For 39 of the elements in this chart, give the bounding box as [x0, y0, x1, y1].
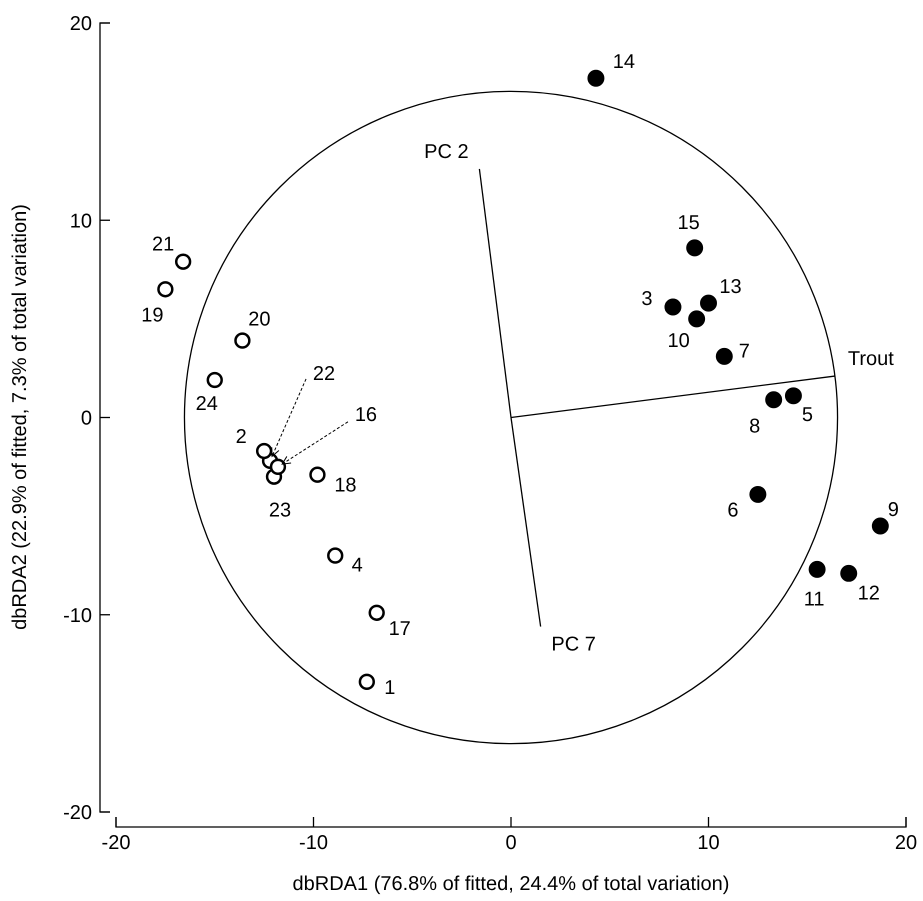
annotation: 13: [719, 276, 742, 298]
annotation: 17: [388, 618, 411, 640]
annotation: 8: [749, 416, 760, 438]
annotation: 22: [312, 362, 336, 385]
annotation: PC 7: [551, 634, 596, 656]
annotation: 5: [802, 404, 813, 426]
x-axis-title: dbRDA1 (76.8% of fitted, 24.4% of total variation): [292, 873, 730, 895]
x-tick-label: 20: [894, 832, 918, 854]
x-tick-label: 10: [697, 832, 720, 854]
annotation: PC 2: [424, 140, 469, 163]
annotation: 18: [334, 474, 357, 497]
annotation: 16: [354, 404, 378, 426]
annotation: 3: [641, 288, 653, 310]
x-tick-label: -20: [102, 832, 130, 854]
annotation: 1: [384, 676, 396, 699]
annotation: 23: [268, 500, 292, 522]
annotation: 20: [248, 308, 271, 331]
annotation: 10: [668, 330, 690, 352]
y-tick-label: -10: [63, 604, 92, 627]
annotation: 21: [152, 234, 174, 256]
annotation: 9: [888, 498, 899, 521]
annotation: 2: [236, 426, 247, 448]
y-tick-label: 10: [70, 210, 92, 232]
y-tick-label: -20: [63, 802, 92, 824]
y-tick-label: 0: [80, 408, 92, 430]
y-tick-label: 20: [70, 13, 92, 35]
annotation: 19: [141, 304, 164, 326]
annotation: 15: [678, 212, 700, 234]
annotation: 6: [727, 499, 738, 522]
annotation: 14: [612, 51, 636, 74]
annotation: Trout: [848, 348, 894, 370]
annotation: 7: [738, 340, 750, 362]
annotation: 24: [196, 393, 218, 416]
annotation: 4: [352, 554, 363, 577]
annotation: 11: [804, 588, 825, 610]
x-tick-label: -10: [299, 832, 328, 854]
y-axis-title: dbRDA2 (22.9% of fitted, 7.3% of total variation): [9, 204, 31, 630]
x-tick-label: 0: [505, 832, 517, 854]
annotation: 12: [858, 582, 880, 604]
